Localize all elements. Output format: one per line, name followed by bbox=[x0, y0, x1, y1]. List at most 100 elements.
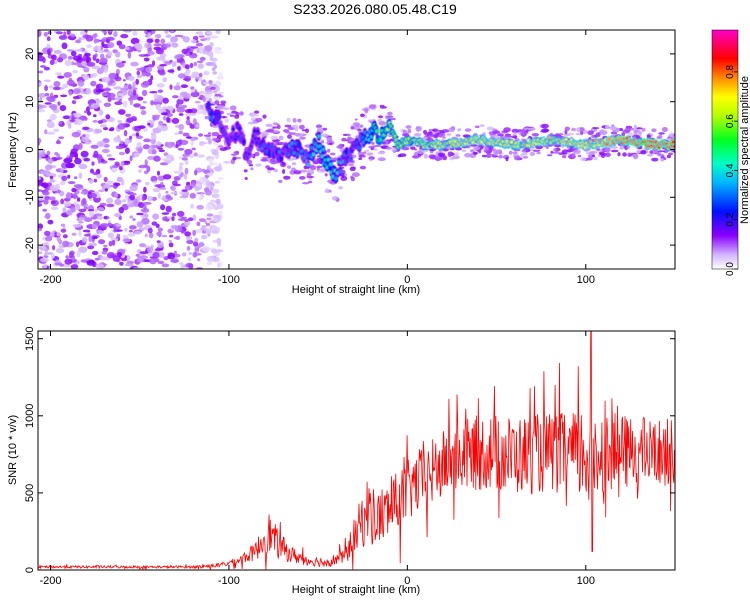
halo-blob bbox=[497, 133, 504, 137]
noise-blob bbox=[44, 92, 50, 97]
colorbar-tick-label: 0.2 bbox=[725, 212, 736, 226]
halo-blob bbox=[232, 156, 237, 161]
noise-blob bbox=[131, 184, 139, 187]
noise-blob bbox=[205, 228, 212, 235]
noise-blob bbox=[164, 30, 169, 34]
halo-blob bbox=[541, 128, 549, 133]
halo-blob bbox=[347, 137, 355, 141]
noise-blob bbox=[198, 63, 204, 69]
noise-blob bbox=[60, 223, 66, 227]
ridge-core bbox=[231, 127, 235, 131]
noise-blob bbox=[189, 74, 197, 79]
noise-blob bbox=[129, 225, 137, 230]
ridge-core bbox=[320, 154, 324, 159]
halo-blob bbox=[368, 119, 372, 123]
halo-blob bbox=[284, 131, 291, 134]
halo-blob bbox=[568, 132, 575, 136]
halo-blob bbox=[633, 129, 640, 133]
noise-blob bbox=[57, 57, 64, 63]
noise-blob bbox=[158, 149, 165, 153]
noise-blob bbox=[185, 160, 189, 165]
halo-blob bbox=[320, 140, 325, 144]
noise-blob bbox=[189, 62, 194, 69]
noise-blob bbox=[178, 130, 183, 135]
noise-blob bbox=[64, 59, 72, 67]
noise-blob bbox=[75, 203, 81, 211]
halo-blob bbox=[360, 113, 365, 118]
noise-blob bbox=[160, 181, 164, 186]
noise-blob bbox=[184, 148, 193, 155]
halo-blob bbox=[455, 134, 461, 137]
noise-blob bbox=[180, 264, 184, 269]
halo-blob bbox=[357, 151, 365, 156]
noise-blob bbox=[114, 192, 119, 199]
noise-blob bbox=[202, 112, 208, 115]
noise-blob bbox=[160, 38, 166, 45]
noise-blob bbox=[195, 228, 203, 234]
noise-blob bbox=[199, 90, 205, 94]
halo-blob bbox=[326, 148, 331, 153]
halo-blob bbox=[284, 124, 292, 128]
noise-blob bbox=[53, 81, 61, 87]
noise-blob bbox=[158, 120, 164, 126]
noise-blob bbox=[129, 229, 133, 233]
noise-blob bbox=[156, 65, 165, 71]
noise-blob bbox=[63, 197, 71, 202]
colorbar-label: Normalized spectral amplitude bbox=[739, 76, 750, 224]
halo-blob bbox=[226, 112, 233, 116]
halo-blob bbox=[492, 130, 501, 134]
noise-blob bbox=[114, 76, 122, 82]
noise-blob bbox=[101, 30, 107, 33]
noise-blob bbox=[70, 33, 76, 38]
noise-blob bbox=[212, 188, 220, 194]
noise-blob bbox=[133, 42, 142, 49]
halo-blob bbox=[508, 150, 513, 155]
spectrogram-x-tick-label: 0 bbox=[404, 274, 410, 286]
halo-blob bbox=[635, 127, 643, 130]
noise-blob bbox=[38, 195, 45, 201]
halo-blob bbox=[566, 149, 574, 153]
noise-blob bbox=[196, 60, 204, 63]
noise-blob bbox=[43, 79, 51, 83]
noise-blob bbox=[127, 75, 135, 81]
halo-blob bbox=[624, 127, 631, 133]
noise-blob bbox=[55, 183, 61, 190]
halo-blob bbox=[321, 133, 329, 138]
noise-blob bbox=[179, 195, 189, 199]
snr-y-label: SNR (10 * v/v) bbox=[7, 415, 19, 485]
noise-blob bbox=[157, 227, 163, 232]
noise-blob bbox=[116, 233, 121, 238]
noise-blob bbox=[209, 161, 214, 167]
noise-blob bbox=[136, 96, 144, 101]
snr-x-ticks: -200 -100 0 100 bbox=[39, 331, 595, 587]
noise-blob bbox=[205, 189, 212, 196]
noise-blob bbox=[188, 154, 195, 158]
noise-blob bbox=[96, 140, 106, 148]
halo-blob bbox=[287, 165, 292, 169]
halo-blob bbox=[269, 158, 276, 163]
halo-blob bbox=[447, 151, 452, 158]
halo-blob bbox=[561, 155, 566, 159]
noise-blob bbox=[206, 36, 211, 41]
noise-blob bbox=[154, 92, 158, 100]
noise-blob bbox=[78, 221, 84, 224]
noise-blob bbox=[46, 131, 56, 135]
noise-blob bbox=[206, 172, 214, 176]
halo-blob bbox=[503, 127, 511, 133]
halo-blob bbox=[255, 163, 262, 167]
halo-blob bbox=[461, 149, 467, 152]
spectrogram-x-tick-label: -200 bbox=[39, 274, 61, 286]
noise-blob bbox=[99, 256, 108, 261]
halo-blob bbox=[658, 150, 666, 153]
halo-blob bbox=[564, 126, 570, 131]
noise-blob bbox=[60, 94, 68, 98]
noise-blob bbox=[133, 103, 141, 108]
noise-blob bbox=[38, 182, 47, 186]
halo-blob bbox=[377, 118, 383, 122]
noise-blob bbox=[83, 110, 88, 114]
noise-blob bbox=[47, 158, 54, 164]
noise-blob bbox=[157, 89, 164, 93]
noise-blob bbox=[72, 223, 82, 228]
halo-blob bbox=[338, 143, 344, 149]
